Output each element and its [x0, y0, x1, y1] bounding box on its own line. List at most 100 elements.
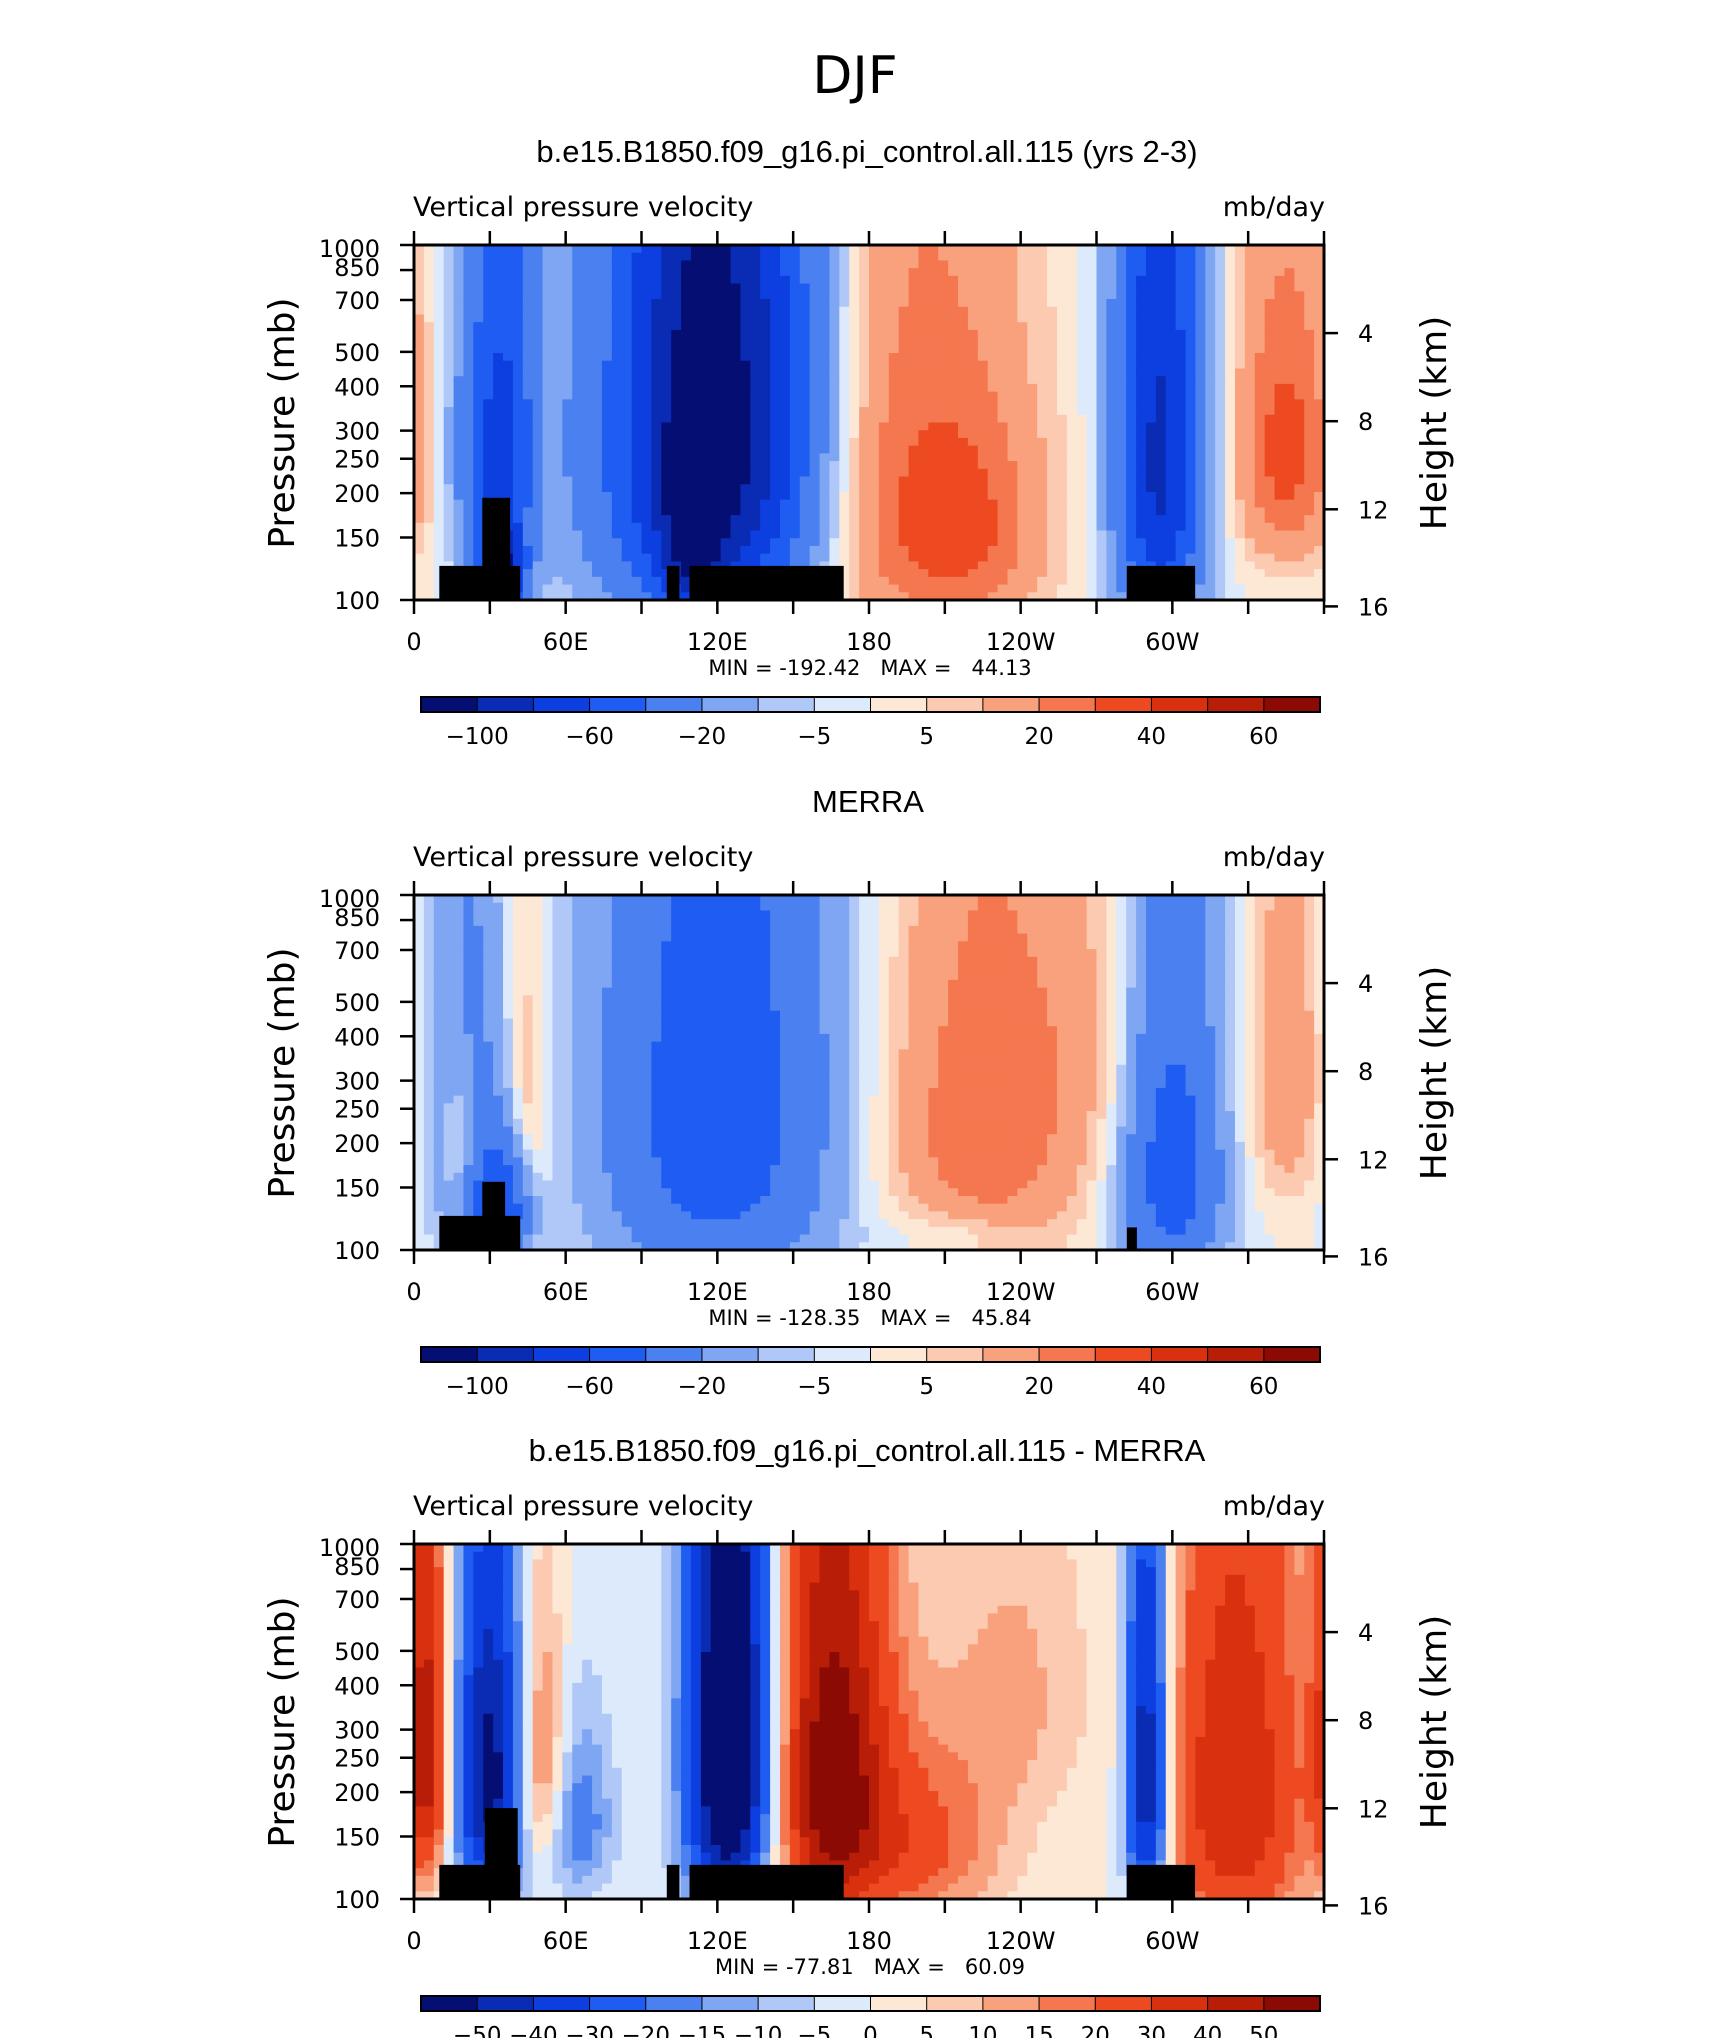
- heatmap-cell: [1274, 925, 1286, 935]
- heatmap-cell: [760, 468, 771, 478]
- panel-2-ylabel: Pressure (mb): [262, 947, 303, 1198]
- heatmap-cell: [503, 933, 514, 942]
- heatmap-cell: [1195, 895, 1206, 904]
- heatmap-cell: [1165, 491, 1177, 501]
- heatmap-cell: [938, 383, 949, 393]
- heatmap-cell: [631, 569, 643, 578]
- heatmap-cell: [423, 933, 435, 942]
- heatmap-cell: [690, 918, 702, 927]
- heatmap-cell: [562, 337, 573, 346]
- heatmap-cell: [720, 337, 732, 346]
- heatmap-cell: [631, 925, 643, 935]
- heatmap-cell: [869, 538, 880, 547]
- heatmap-cell: [1037, 538, 1048, 547]
- heatmap-cell: [1234, 283, 1246, 292]
- heatmap-cell: [631, 399, 643, 408]
- heatmap-cell: [839, 322, 850, 331]
- heatmap-cell: [1126, 268, 1137, 277]
- heatmap-cell: [938, 553, 949, 563]
- heatmap-cell: [1215, 322, 1226, 331]
- heatmap-cell: [869, 461, 880, 470]
- heatmap-cell: [1234, 260, 1246, 269]
- heatmap-cell: [1165, 468, 1177, 478]
- heatmap-cell: [681, 484, 692, 493]
- heatmap-cell: [631, 507, 643, 516]
- heatmap-cell: [1116, 484, 1127, 493]
- heatmap-cell: [1254, 484, 1266, 493]
- heatmap-cell: [958, 515, 969, 524]
- heatmap-cell: [512, 895, 524, 904]
- heatmap-cell: [740, 345, 751, 354]
- heatmap-cell: [1294, 530, 1305, 539]
- heatmap-cell: [522, 291, 534, 300]
- heatmap-cell: [512, 910, 524, 919]
- heatmap-cell: [1234, 553, 1246, 563]
- heatmap-cell: [789, 553, 801, 563]
- heatmap-cell: [878, 314, 890, 323]
- heatmap-cell: [582, 468, 593, 478]
- heatmap-cell: [710, 245, 722, 254]
- heatmap-cell: [1056, 414, 1068, 424]
- heatmap-cell: [1047, 322, 1058, 331]
- heatmap-cell: [839, 941, 850, 950]
- heatmap-cell: [700, 329, 712, 339]
- heatmap-cell: [710, 561, 722, 570]
- heatmap-cell: [977, 260, 989, 269]
- heatmap-cell: [928, 484, 939, 493]
- heatmap-cell: [522, 345, 534, 354]
- heatmap-cell: [562, 245, 573, 254]
- heatmap-cell: [849, 299, 860, 308]
- heatmap-cell: [1017, 476, 1028, 485]
- heatmap-cell: [967, 430, 979, 439]
- heatmap-cell: [651, 576, 662, 586]
- heatmap-cell: [799, 910, 811, 919]
- heatmap-cell: [641, 275, 652, 285]
- heatmap-cell: [572, 515, 583, 524]
- heatmap-cell: [433, 538, 445, 547]
- heatmap-cell: [839, 260, 850, 269]
- colorbar-label: −100: [446, 724, 509, 750]
- heatmap-cell: [611, 322, 623, 331]
- heatmap-cell: [1017, 314, 1028, 323]
- heatmap-cell: [1244, 476, 1256, 485]
- heatmap-cell: [1145, 322, 1157, 331]
- heatmap-cell: [690, 260, 702, 269]
- heatmap-cell: [592, 895, 603, 904]
- heatmap-cell: [473, 530, 484, 539]
- heatmap-cell: [1244, 561, 1256, 570]
- heatmap-cell: [423, 306, 435, 316]
- heatmap-cell: [1037, 314, 1048, 323]
- heatmap-cell: [611, 545, 623, 555]
- heatmap-cell: [552, 941, 563, 950]
- heatmap-cell: [611, 422, 623, 431]
- heatmap-cell: [1007, 391, 1018, 400]
- heatmap-cell: [779, 360, 791, 370]
- heatmap-cell: [582, 383, 593, 393]
- heatmap-cell: [878, 430, 890, 439]
- heatmap-cell: [1314, 283, 1325, 292]
- heatmap-cell: [463, 329, 474, 339]
- heatmap-cell: [967, 391, 979, 400]
- heatmap-cell: [898, 383, 910, 393]
- heatmap-cell: [463, 484, 474, 493]
- heatmap-cell: [809, 522, 821, 532]
- heatmap-cell: [700, 507, 712, 516]
- heatmap-cell: [918, 545, 929, 555]
- heatmap-cell: [1175, 530, 1187, 539]
- heatmap-cell: [1155, 383, 1167, 393]
- heatmap-cell: [631, 383, 643, 393]
- heatmap-cell: [532, 918, 544, 927]
- heatmap-cell: [1244, 902, 1256, 912]
- heatmap-cell: [819, 314, 831, 323]
- heatmap-cell: [819, 515, 831, 524]
- heatmap-cell: [1155, 522, 1167, 532]
- heatmap-cell: [1234, 461, 1246, 470]
- heatmap-cell: [1096, 461, 1107, 470]
- heatmap-cell: [532, 322, 544, 331]
- heatmap-cell: [948, 376, 959, 385]
- heatmap-cell: [690, 491, 702, 501]
- heatmap-cell: [779, 414, 791, 424]
- heatmap-cell: [1215, 491, 1226, 501]
- colorbar-swatch: [1094, 696, 1153, 713]
- heatmap-cell: [760, 345, 771, 354]
